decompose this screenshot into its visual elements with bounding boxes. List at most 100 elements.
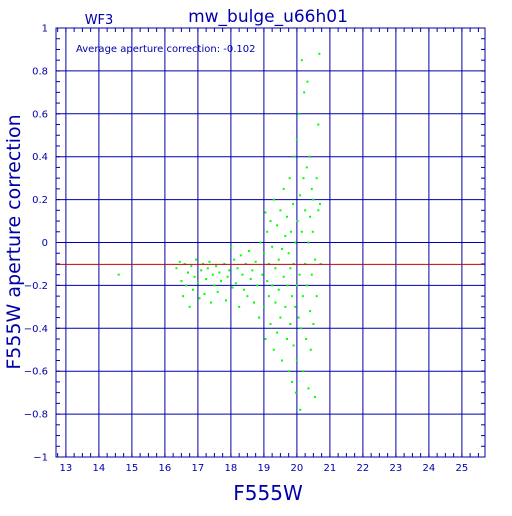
y-tick-label: 0.6 [32,109,48,120]
data-point [210,301,213,304]
data-point [286,338,288,341]
data-point [314,395,317,398]
data-point [289,267,292,270]
data-point [274,267,277,270]
data-point [286,215,288,218]
data-point [266,280,269,283]
data-point [288,177,291,180]
data-point [231,286,234,289]
data-point [277,288,280,291]
data-point [299,327,302,330]
data-point [228,269,231,272]
chart-subtitle: WF3 [85,13,114,28]
x-tick-label: 21 [324,463,337,474]
data-point [215,265,218,268]
x-tick-label: 25 [456,463,469,474]
data-point [187,271,189,274]
y-axis-label: F555W aperture correction [3,114,25,369]
data-point [297,316,300,319]
data-point [117,273,120,276]
data-point [305,284,308,287]
data-point [298,273,301,276]
data-point [315,177,318,180]
data-point [287,252,290,255]
data-point [299,194,302,197]
data-point [259,241,262,244]
data-point [300,59,303,62]
data-point [300,230,303,233]
data-point [271,245,274,248]
data-point [241,273,244,276]
data-point [276,224,279,227]
data-point [310,187,313,190]
data-point [198,297,201,300]
data-point [277,258,280,261]
x-tick-label: 15 [126,463,139,474]
data-point [239,254,242,257]
data-point [309,215,312,218]
data-point [236,267,239,270]
data-point [290,295,293,298]
data-point [303,91,306,94]
data-point [307,387,310,390]
data-point [294,305,297,308]
data-point [254,260,257,263]
data-point [203,292,206,295]
data-point [188,305,191,308]
grid-layer [56,27,485,458]
data-point [253,301,255,304]
data-point [218,271,221,274]
axis-layer: 13 14 15 16 17 18 19 20 21 22 23 24 25 −1 −0.8 −0.6 −0.4… [24,24,486,474]
data-point [301,295,304,298]
data-point [264,338,267,341]
data-point [276,331,279,334]
data-point [299,408,302,411]
y-tick-label: 1 [42,24,48,35]
data-point [216,290,219,293]
data-point [294,241,297,244]
data-point [289,230,292,233]
x-tick-label: 13 [60,463,73,474]
data-point [272,348,275,351]
data-point [294,391,297,394]
data-point [246,295,249,298]
data-point [304,209,307,212]
data-point [272,198,275,201]
data-point [279,316,282,319]
y-tick-label: 0 [42,238,48,249]
y-tick-label: 0.2 [32,195,48,206]
data-point [293,155,296,158]
x-tick-label: 23 [390,463,403,474]
data-point [213,284,216,287]
data-point [269,220,272,223]
data-point [262,305,265,308]
data-point [200,269,203,272]
data-point [264,211,267,214]
data-point [315,295,318,298]
y-tick-label: 0.4 [32,152,48,163]
data-point [311,230,314,233]
data-point [243,288,246,291]
x-tick-label: 16 [159,463,172,474]
data-point [185,284,188,287]
data-point [290,380,293,383]
data-point [262,252,265,255]
data-point [291,202,294,205]
y-tick-label: −1 [33,453,48,464]
data-point [295,284,298,287]
data-point [282,275,285,278]
data-point [310,273,313,276]
data-point [251,269,254,272]
x-tick-label: 17 [192,463,205,474]
data-point [196,282,199,285]
data-point [180,280,183,283]
data-point [190,265,193,268]
data-point [205,277,208,280]
data-point [302,177,305,180]
x-tick-label: 20 [291,463,304,474]
data-point [308,155,311,158]
points-layer [117,52,322,411]
data-point [224,299,227,302]
